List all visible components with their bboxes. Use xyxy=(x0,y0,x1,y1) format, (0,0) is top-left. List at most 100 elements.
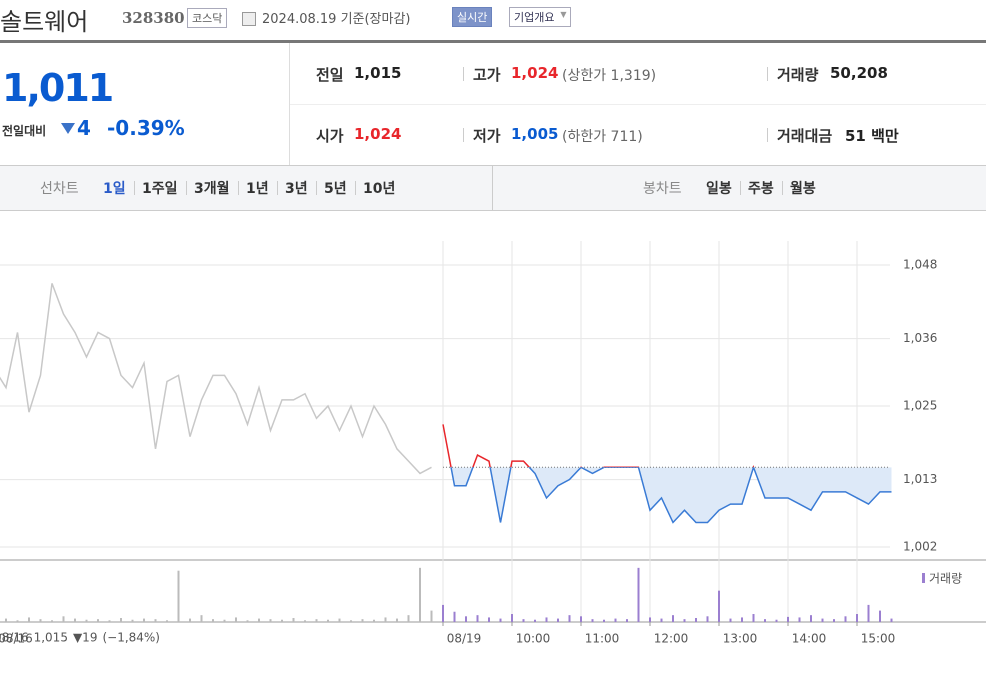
prev-day-note: 1,015 xyxy=(34,631,68,645)
change-label: 전일대비 xyxy=(2,124,47,138)
stat-value: 50,208 xyxy=(830,64,888,82)
volume-bar xyxy=(62,616,65,622)
tab-bar xyxy=(0,165,986,211)
separator xyxy=(740,181,741,195)
market-badge: 코스닥 xyxy=(187,8,228,28)
volume-bar xyxy=(51,620,53,622)
volume-bar xyxy=(614,618,617,622)
tab[interactable]: 1주일 xyxy=(142,181,178,197)
x-tick-label: 12:00 xyxy=(654,632,689,646)
volume-bar xyxy=(384,617,387,622)
volume-bar xyxy=(442,604,444,622)
volume-bar xyxy=(200,615,203,622)
x-tick-label: 15:00 xyxy=(861,632,896,646)
volume-bar xyxy=(798,617,801,622)
y-tick-label: 1,002 xyxy=(903,540,937,554)
company-button[interactable]: 기업개요 ▼ xyxy=(509,7,572,27)
volume-bar xyxy=(189,618,191,622)
volume-bar xyxy=(545,617,548,622)
company-label: 기업개요 xyxy=(514,11,555,24)
x-tick-label: 08/19 xyxy=(447,632,482,646)
separator xyxy=(238,181,239,195)
volume-bar xyxy=(39,619,42,622)
volume-bar xyxy=(718,590,720,622)
volume-bar xyxy=(315,619,318,622)
separator xyxy=(277,181,278,195)
volume-bar xyxy=(890,618,893,622)
tab[interactable]: 3년 xyxy=(285,181,308,197)
volume-bar xyxy=(879,610,881,622)
down-icon xyxy=(61,123,75,134)
y-tick-label: 1,048 xyxy=(903,258,937,272)
x-tick-label: 13:00 xyxy=(723,632,758,646)
legend-swatch xyxy=(922,573,925,583)
volume-bar xyxy=(154,619,157,622)
volume-bar xyxy=(396,618,398,622)
prev-day-line xyxy=(0,283,432,475)
volume-bar xyxy=(85,619,88,622)
volume-bar xyxy=(775,619,778,622)
separator xyxy=(355,181,356,195)
volume-bar xyxy=(407,615,410,622)
x-tick-label: 10:00 xyxy=(516,632,551,646)
stat-label: 거래대금 xyxy=(777,127,833,145)
volume-bar xyxy=(741,617,743,622)
volume-bar xyxy=(269,619,272,622)
volume-bar xyxy=(787,616,789,622)
stat-value: 1,024 xyxy=(511,64,559,82)
tab[interactable]: 10년 xyxy=(363,181,396,197)
volume-bar xyxy=(833,619,835,622)
stat-label: 시가 xyxy=(316,127,344,145)
volume-bar xyxy=(580,616,582,622)
tab[interactable]: 5년 xyxy=(324,181,347,197)
tab[interactable]: 월봉 xyxy=(790,181,816,197)
volume-bar xyxy=(522,619,525,622)
stat-value: 51 백만 xyxy=(845,127,899,145)
y-tick-label: 1,036 xyxy=(903,331,937,345)
tab[interactable]: 1일 xyxy=(103,181,126,197)
volume-bar xyxy=(108,620,111,622)
tab[interactable]: 일봉 xyxy=(706,181,732,197)
y-tick-label: 1,025 xyxy=(903,399,937,413)
divider xyxy=(492,166,493,210)
volume-bar xyxy=(511,614,513,622)
volume-bar xyxy=(143,618,145,622)
current-price: 1,011 xyxy=(2,66,114,110)
volume-bar xyxy=(764,619,766,622)
volume-bar xyxy=(729,618,732,622)
volume-bar xyxy=(373,619,375,622)
y-tick-label: 1,013 xyxy=(903,472,937,486)
volume-bar xyxy=(672,615,674,622)
tab[interactable]: 주봉 xyxy=(748,181,774,197)
volume-bar xyxy=(453,611,456,622)
prev-day-note: ▼19 xyxy=(73,631,98,645)
volume-bar xyxy=(223,619,226,622)
volume-bar xyxy=(16,620,19,622)
divider xyxy=(289,43,290,165)
prev-day-note: 08/16 xyxy=(0,631,29,645)
volume-bar xyxy=(476,615,479,622)
volume-bar xyxy=(235,617,237,622)
volume-bar xyxy=(499,618,502,622)
legend-label: 거래량 xyxy=(929,572,962,586)
volume-bar xyxy=(361,619,364,622)
stock-code: 328380 xyxy=(122,9,185,27)
separator xyxy=(134,181,135,195)
volume-bar xyxy=(557,618,559,622)
volume-bar xyxy=(856,614,858,622)
tab[interactable]: 3개월 xyxy=(194,181,230,197)
change: 4 xyxy=(77,116,91,140)
realtime-button[interactable]: 실시간 xyxy=(452,7,493,27)
volume-bar xyxy=(534,619,536,622)
volume-bar xyxy=(246,620,249,622)
volume-bar xyxy=(660,618,663,622)
stat-label: 전일 xyxy=(316,66,344,84)
volume-bar xyxy=(74,618,76,622)
tab[interactable]: 1년 xyxy=(246,181,269,197)
volume-bar xyxy=(212,619,214,622)
stat-value: 1,024 xyxy=(354,125,402,143)
volume-bar xyxy=(752,614,755,622)
stat-label: 고가 xyxy=(473,66,501,84)
volume-bar xyxy=(603,619,605,622)
chart: 1,002 1,013 1,025 1,036 1,048 08/16 08/19 10:00… xyxy=(0,241,986,646)
